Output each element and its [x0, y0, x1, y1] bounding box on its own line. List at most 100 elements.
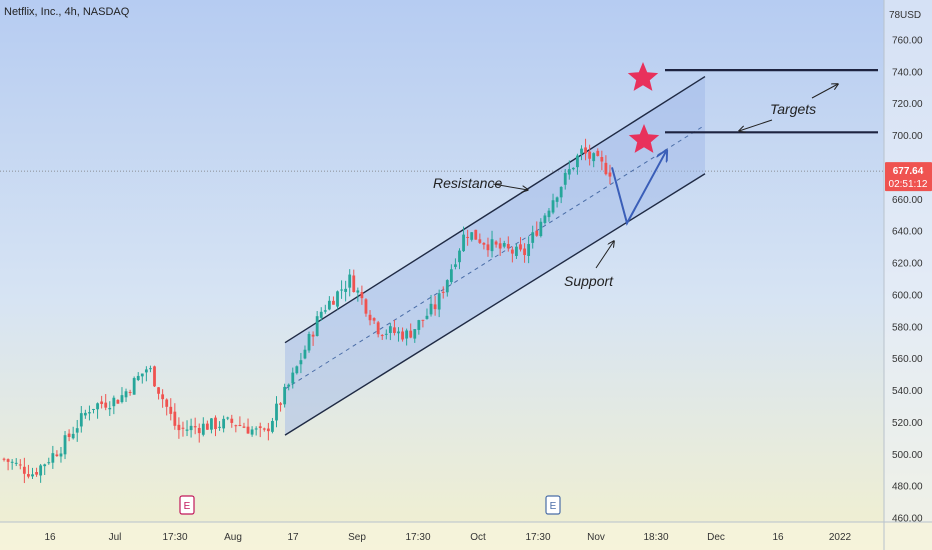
- candle-body: [140, 373, 144, 377]
- candle: [222, 415, 226, 433]
- candle: [250, 426, 254, 437]
- candle-body: [344, 288, 348, 292]
- candle: [100, 395, 104, 409]
- candle: [567, 160, 571, 180]
- channel-midline: [284, 124, 706, 390]
- candle: [291, 367, 295, 389]
- last-price-badge: [885, 162, 932, 192]
- currency-label: USD: [900, 10, 921, 21]
- y-tick-label: 720.00: [892, 99, 923, 110]
- candle: [486, 237, 490, 257]
- candle-body: [238, 424, 242, 426]
- candle: [429, 294, 433, 317]
- candle-body: [340, 289, 343, 291]
- candle-body: [510, 249, 514, 254]
- y-tick-label: 580.00: [892, 322, 923, 333]
- candle: [71, 426, 75, 440]
- candle: [458, 248, 461, 270]
- candle-body: [360, 292, 364, 299]
- candle-body: [6, 459, 10, 462]
- candle-body: [486, 244, 490, 251]
- candle-body: [425, 315, 429, 319]
- candle: [356, 287, 360, 302]
- candle: [173, 403, 177, 430]
- candle-body: [458, 250, 461, 263]
- candle: [279, 402, 282, 412]
- candle: [205, 420, 209, 430]
- candle: [258, 422, 262, 438]
- candle: [344, 280, 348, 302]
- candle: [315, 311, 319, 337]
- candle: [262, 427, 266, 432]
- candle-body: [397, 331, 400, 334]
- candle: [266, 422, 270, 441]
- candle-body: [234, 425, 238, 427]
- x-tick-label: 17: [287, 532, 299, 543]
- candle-body: [380, 335, 384, 337]
- candle-body: [478, 239, 482, 243]
- candle: [140, 373, 144, 384]
- candle-body: [100, 401, 104, 405]
- candle: [14, 458, 18, 467]
- candle: [462, 226, 465, 252]
- candle: [502, 240, 506, 249]
- candle: [193, 417, 197, 435]
- support-pointer: [595, 241, 614, 269]
- y-tick-label: 540.00: [892, 386, 923, 397]
- candle: [27, 464, 30, 479]
- candle-body: [124, 391, 128, 398]
- candle: [604, 155, 608, 176]
- candle-body: [413, 329, 417, 339]
- candle-body: [421, 319, 425, 321]
- y-tick-label-partial: 78: [889, 10, 901, 21]
- candle-body: [502, 243, 506, 247]
- candle-body: [494, 241, 498, 245]
- x-tick-label: 17:30: [405, 532, 430, 543]
- candle: [559, 186, 563, 204]
- candle: [584, 138, 587, 161]
- candle-body: [311, 334, 315, 337]
- candle: [576, 153, 579, 175]
- candle-body: [104, 402, 108, 408]
- candle-body: [63, 435, 67, 455]
- candle: [307, 331, 311, 353]
- last-price-label: 677.64: [893, 166, 924, 177]
- candle: [112, 395, 116, 415]
- x-tick-label: 16: [44, 532, 56, 543]
- candle-body: [149, 368, 152, 370]
- candle: [555, 196, 559, 208]
- candle: [506, 236, 510, 252]
- candle-body: [132, 378, 136, 395]
- candle-body: [181, 427, 185, 429]
- candle-body: [405, 330, 409, 339]
- candle-body: [71, 433, 75, 439]
- candle-body: [18, 464, 22, 466]
- candle-body: [35, 472, 38, 475]
- candle: [218, 421, 221, 431]
- candle-body: [173, 411, 177, 426]
- candle: [417, 319, 421, 335]
- candle: [401, 327, 404, 342]
- support-line: [284, 173, 706, 436]
- candle: [608, 164, 612, 185]
- candle: [92, 408, 95, 414]
- candle-body: [275, 403, 278, 421]
- candle-body: [429, 303, 433, 315]
- candle-body: [291, 372, 295, 384]
- candle-body: [10, 461, 14, 463]
- candle-body: [559, 186, 563, 198]
- candle-body: [254, 428, 258, 430]
- candle: [31, 467, 34, 480]
- candle: [149, 365, 152, 373]
- candle-body: [169, 406, 173, 414]
- candle-body: [433, 304, 437, 310]
- y-tick-label: 480.00: [892, 482, 923, 493]
- candle: [181, 421, 185, 437]
- candle: [380, 334, 384, 340]
- candle-body: [59, 453, 63, 457]
- annotations: Resistance Support Targets: [433, 62, 878, 289]
- candle: [470, 232, 474, 242]
